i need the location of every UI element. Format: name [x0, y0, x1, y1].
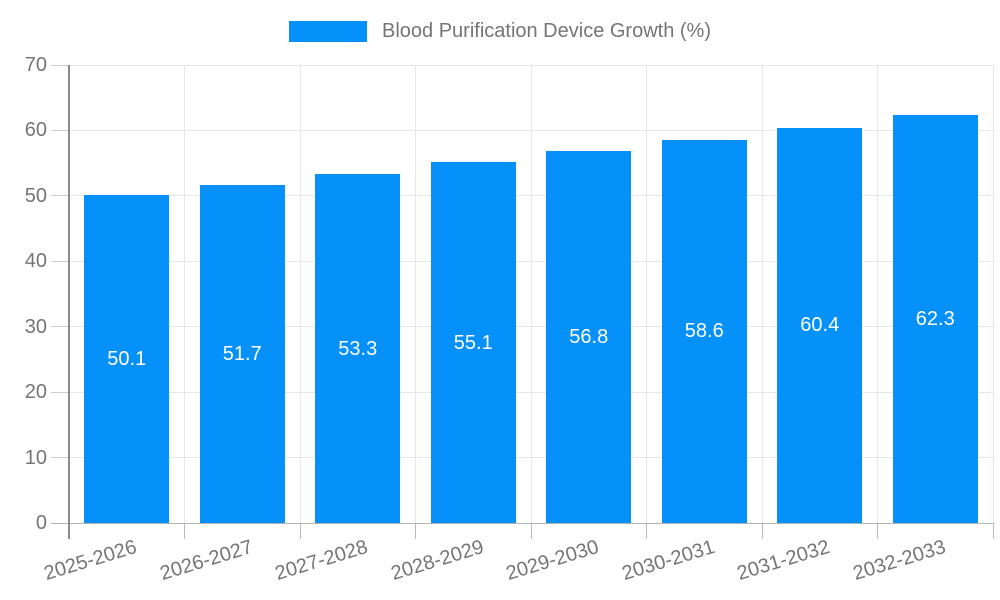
legend-item[interactable]: Blood Purification Device Growth (%)	[0, 18, 1000, 44]
bar-value-label: 50.1	[107, 348, 147, 371]
y-axis-tick	[51, 522, 69, 524]
bar-value-label: 58.6	[684, 320, 724, 343]
x-axis-category-label: 2025-2026	[41, 535, 140, 585]
bar-value-label: 53.3	[338, 337, 378, 360]
bar[interactable]	[661, 139, 747, 523]
y-axis-tick-label: 0	[35, 512, 47, 534]
x-axis-tick	[646, 523, 647, 539]
x-axis-tick	[184, 523, 185, 539]
y-axis-tick-label: 70	[24, 54, 47, 76]
y-axis-line	[68, 65, 70, 539]
gridline-vertical	[415, 65, 416, 523]
y-axis-tick	[51, 457, 69, 459]
bar[interactable]	[315, 174, 401, 523]
x-axis-category-label: 2029-2030	[503, 535, 602, 585]
legend-label: Blood Purification Device Growth (%)	[381, 20, 711, 42]
y-axis-tick	[51, 326, 69, 328]
y-axis-tick-label: 60	[24, 119, 47, 142]
bar[interactable]	[892, 115, 978, 523]
bar[interactable]	[546, 151, 632, 523]
x-axis-category-label: 2028-2029	[388, 535, 486, 585]
gridline-vertical	[877, 65, 878, 523]
x-axis-category-label: 2030-2031	[619, 535, 717, 585]
bar[interactable]	[430, 162, 516, 523]
y-axis-tick	[51, 391, 69, 393]
bar-value-label: 60.4	[800, 314, 840, 337]
bar-value-label: 56.8	[569, 326, 609, 349]
y-axis-tick-label: 20	[24, 381, 47, 404]
x-axis-tick	[299, 523, 301, 539]
x-axis-category-label: 2026-2027	[157, 535, 255, 585]
y-axis-tick-label: 30	[24, 315, 47, 338]
gridline-vertical	[761, 65, 763, 523]
bar[interactable]	[777, 127, 863, 523]
bar-value-label: 55.1	[453, 331, 493, 354]
gridline-vertical	[184, 65, 185, 523]
gridline-vertical	[646, 65, 647, 523]
y-axis-tick	[51, 195, 69, 197]
y-axis-tick	[51, 64, 69, 66]
bar[interactable]	[199, 184, 285, 523]
x-axis-tick	[877, 523, 878, 539]
y-axis-tick-label: 50	[24, 184, 47, 207]
x-axis-tick	[415, 523, 416, 539]
x-axis-category-label: 2031-2032	[734, 535, 833, 585]
legend-swatch-icon	[288, 20, 367, 42]
gridline-vertical	[530, 65, 532, 523]
x-axis-tick	[761, 523, 763, 539]
gridline-vertical	[299, 65, 301, 523]
y-axis-tick	[51, 260, 69, 262]
x-axis-category-label: 2032-2033	[850, 535, 948, 585]
x-axis-tick	[530, 523, 532, 539]
x-axis-tick	[992, 523, 994, 539]
bar-value-label: 62.3	[915, 308, 955, 331]
y-axis-tick	[51, 129, 69, 131]
bar[interactable]	[84, 195, 170, 523]
y-axis-tick-label: 40	[24, 250, 47, 273]
y-axis-tick-label: 10	[24, 446, 47, 469]
bar-value-label: 51.7	[222, 342, 262, 365]
gridline-vertical	[992, 65, 994, 523]
x-axis-category-label: 2027-2028	[272, 535, 371, 585]
